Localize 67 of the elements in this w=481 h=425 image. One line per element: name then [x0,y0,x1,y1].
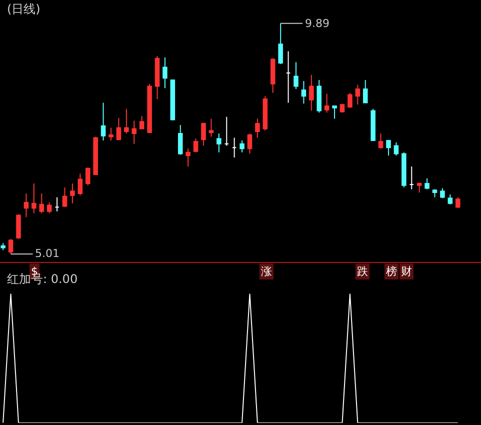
candlestick [455,196,460,209]
candlestick [216,132,222,153]
candlestick [362,80,368,104]
candlestick [378,132,384,150]
candlestick [16,214,21,240]
candlestick [240,140,244,153]
candlestick [370,108,376,142]
text: 财 [401,265,412,278]
candlestick [432,188,438,198]
candlestick [416,182,422,194]
candlestick [139,115,144,130]
candlestick [255,118,260,138]
candlestick [340,103,345,114]
annotation: 9.89 [305,17,330,30]
candlestick [39,192,44,214]
candlestick [232,137,237,158]
candlestick [309,74,314,112]
candlestick [348,92,352,108]
candlestick [170,80,176,120]
candlestick [124,108,129,134]
candlestick [355,84,360,106]
candlestick [201,122,206,146]
candlestick [85,166,90,186]
candlestick [108,127,114,142]
candlestick [394,142,399,156]
candlestick [147,83,152,134]
candlestick [46,202,52,214]
candlestick [332,106,337,120]
annotation: 5.01 [35,247,60,260]
candlestick [132,120,137,144]
candlestick [409,166,414,190]
candlestick [54,196,60,212]
candlestick [24,192,29,218]
candlestick [8,238,14,254]
candlestick [270,58,276,94]
candlestick [116,117,122,140]
candlestick [440,188,445,199]
candlestick [78,173,83,196]
candlestick [0,242,6,251]
candlestick [186,148,190,168]
candlestick [93,136,98,176]
candlestick [316,80,322,114]
candlestick [386,140,391,156]
candlestick [247,132,252,154]
candlestick [301,80,306,104]
candlestick [62,186,68,208]
candlestick [208,118,214,138]
candlestick [162,56,168,89]
chart-title: (日线) [7,2,40,16]
candlestick [154,55,160,100]
candlestick [448,194,453,205]
candlestick [286,50,291,104]
candlestick [262,96,268,132]
candlestick [402,152,406,188]
text: 涨 [261,265,272,278]
candlestick [424,178,430,190]
candlestick [224,116,230,146]
candlestick [178,124,183,156]
candlestick [324,93,330,114]
candlestick [278,22,283,64]
candlestick [70,183,75,204]
text: 跌 [357,265,368,278]
candlestick [294,62,298,90]
candlestick [193,138,198,153]
candlestick [100,102,106,142]
text: 榜 [386,265,397,278]
candlestick [32,183,36,214]
